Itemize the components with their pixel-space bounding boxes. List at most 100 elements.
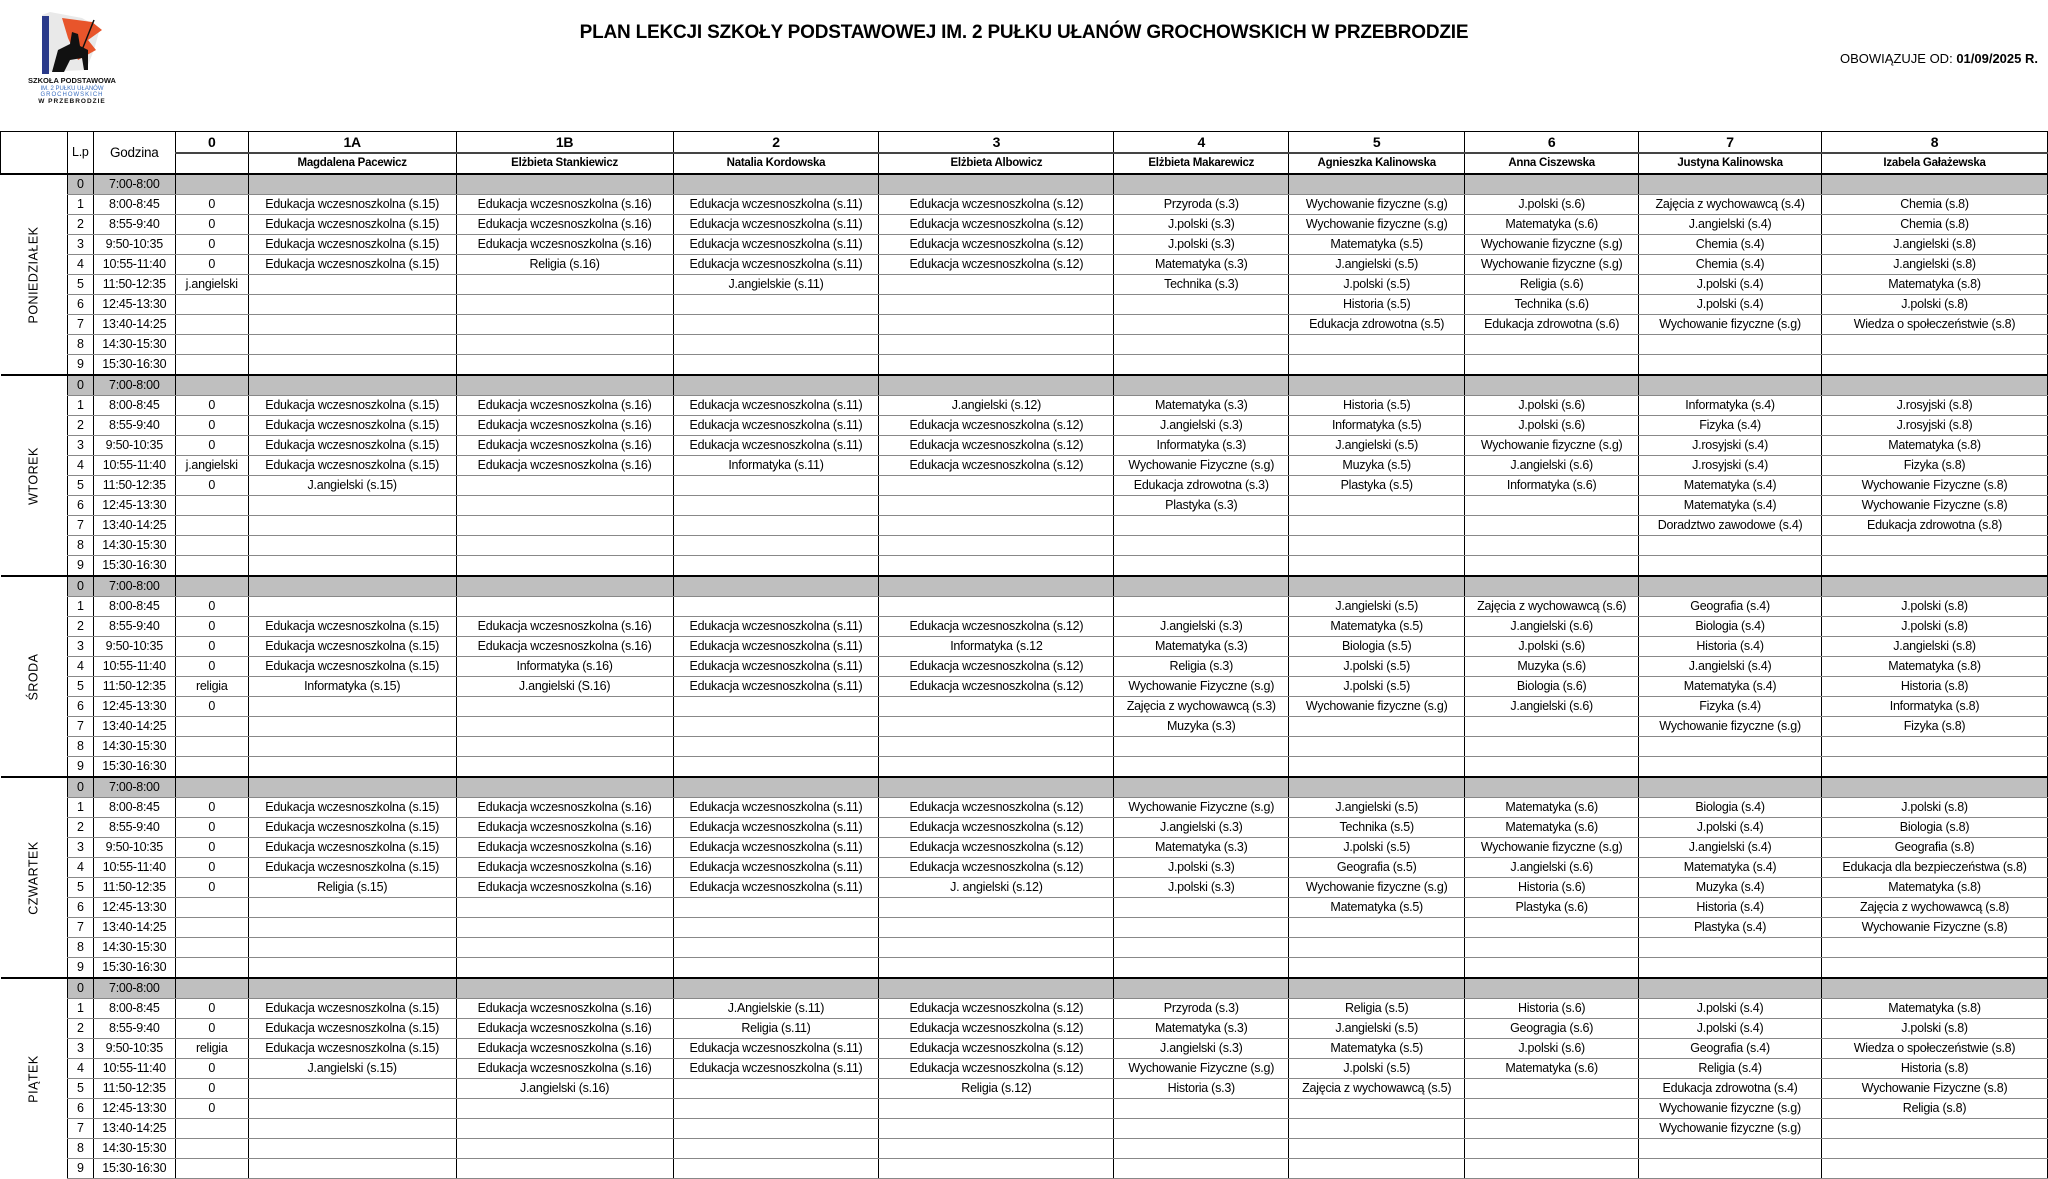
lesson-cell xyxy=(1821,1138,2048,1159)
lesson-cell: Religia (s.16) xyxy=(455,254,674,275)
table-row: 8 14:30-15:30 xyxy=(1,736,2048,757)
lesson-cell xyxy=(247,555,457,577)
lesson-cell xyxy=(455,596,674,617)
lesson-cell: J.angielski (s.6) xyxy=(1464,696,1640,717)
lesson-cell xyxy=(672,173,880,195)
lesson-cell xyxy=(247,736,457,757)
teacher-name xyxy=(174,152,249,175)
lesson-hour: 8:00-8:45 xyxy=(92,998,176,1019)
lesson-cell xyxy=(1464,495,1640,516)
lesson-cell xyxy=(1638,1158,1823,1179)
lesson-cell xyxy=(1113,756,1290,778)
svg-text:GROCHOWSKICH: GROCHOWSKICH xyxy=(41,92,104,98)
lesson-hour: 8:55-9:40 xyxy=(92,1018,176,1039)
lesson-hour: 7:00-8:00 xyxy=(92,374,176,396)
lesson-cell: Edukacja wczesnoszkolna (s.16) xyxy=(455,817,674,838)
lesson-hour: 12:45-13:30 xyxy=(92,495,176,516)
table-row: 9 15:30-16:30 xyxy=(1,957,2048,979)
class-header: 5 xyxy=(1288,131,1466,154)
lesson-cell: Edukacja wczesnoszkolna (s.12) xyxy=(878,1058,1115,1079)
lesson-number: 0 xyxy=(66,776,94,798)
lesson-cell: Matematyka (s.3) xyxy=(1113,254,1290,275)
table-row: ŚRODA 0 7:00-8:00 xyxy=(0,575,2048,777)
lesson-cell: Wychowanie fizyczne (s.g) xyxy=(1638,1098,1823,1119)
lesson-cell: Wychowanie Fizyczne (s.8) xyxy=(1821,475,2048,496)
lesson-cell: Edukacja wczesnoszkolna (s.16) xyxy=(455,435,674,456)
lesson-cell xyxy=(174,736,249,757)
lesson-cell xyxy=(672,957,880,979)
lesson-cell xyxy=(455,776,674,798)
lesson-cell: J.polski (s.8) xyxy=(1821,294,2048,315)
lesson-cell xyxy=(1464,736,1640,757)
lesson-cell: Matematyka (s.8) xyxy=(1821,998,2048,1019)
lesson-cell: Przyroda (s.3) xyxy=(1113,998,1290,1019)
lesson-hour: 14:30-15:30 xyxy=(92,937,176,958)
lesson-cell xyxy=(672,334,880,355)
lesson-cell xyxy=(1288,535,1466,556)
lesson-cell xyxy=(672,917,880,938)
lesson-cell xyxy=(878,756,1115,778)
table-row: 1 8:00-8:45 0 Edukacja wczesnoszkolna (s.15… xyxy=(1,998,2048,1019)
lesson-cell: j.angielski xyxy=(174,455,249,476)
lesson-cell: Edukacja zdrowotna (s.8) xyxy=(1821,515,2048,536)
lesson-cell: J.polski (s.8) xyxy=(1821,797,2048,818)
table-row: 2 8:55-9:40 0 Edukacja wczesnoszkolna (s.15… xyxy=(1,415,2048,436)
lesson-cell: Informatyka (s.5) xyxy=(1288,415,1466,436)
lesson-cell xyxy=(878,535,1115,556)
lesson-cell: Edukacja wczesnoszkolna (s.15) xyxy=(247,214,457,235)
lesson-number: 6 xyxy=(66,495,94,516)
lesson-number: 1 xyxy=(66,596,94,617)
valid-from-date: 01/09/2025 R. xyxy=(1956,51,2038,66)
lesson-cell xyxy=(1113,1158,1290,1179)
lesson-cell xyxy=(1638,756,1823,778)
lesson-cell xyxy=(247,334,457,355)
lesson-cell xyxy=(672,756,880,778)
day-label: ŚRODA xyxy=(0,575,68,777)
lesson-cell xyxy=(1464,575,1640,597)
lesson-cell xyxy=(1821,977,2048,999)
lesson-cell: J.angielski (s.6) xyxy=(1464,857,1640,878)
lesson-cell: 0 xyxy=(174,797,249,818)
lesson-number: 9 xyxy=(66,957,94,979)
teacher-name: Justyna Kalinowska xyxy=(1638,152,1823,175)
day-name: ŚRODA xyxy=(26,653,41,700)
lesson-cell xyxy=(1638,575,1823,597)
lesson-cell: J.angielski (s.3) xyxy=(1113,616,1290,637)
lesson-cell: J.angielski (s.12) xyxy=(878,395,1115,416)
lesson-cell: J. angielski (s.12) xyxy=(878,877,1115,898)
lesson-cell xyxy=(247,274,457,295)
lesson-cell: 0 xyxy=(174,415,249,436)
lesson-cell xyxy=(878,354,1115,376)
lesson-cell xyxy=(247,596,457,617)
lesson-cell: Edukacja wczesnoszkolna (s.12) xyxy=(878,214,1115,235)
lesson-cell: J.polski (s.5) xyxy=(1288,274,1466,295)
table-row: 3 9:50-10:35 religia Edukacja wczesnoszkoln… xyxy=(1,1038,2048,1059)
lesson-cell: J.polski (s.4) xyxy=(1638,274,1823,295)
lesson-cell xyxy=(878,334,1115,355)
lesson-cell: J.angielski (s.8) xyxy=(1821,254,2048,275)
lesson-cell xyxy=(1464,1138,1640,1159)
lesson-hour: 13:40-14:25 xyxy=(92,716,176,737)
lesson-cell: Edukacja wczesnoszkolna (s.15) xyxy=(247,234,457,255)
lesson-cell xyxy=(672,1158,880,1179)
table-row: 5 11:50-12:35 0 Religia (s.15) Edukacja wcze… xyxy=(1,877,2048,898)
lesson-cell xyxy=(1464,716,1640,737)
lesson-number: 9 xyxy=(66,1158,94,1179)
lesson-cell xyxy=(1464,173,1640,195)
lesson-cell: Biologia (s.6) xyxy=(1464,676,1640,697)
lesson-cell xyxy=(247,1158,457,1179)
lesson-cell: J.polski (s.5) xyxy=(1288,676,1466,697)
lesson-cell: 0 xyxy=(174,616,249,637)
lesson-cell: Religia (s.11) xyxy=(672,1018,880,1039)
lesson-cell: Edukacja wczesnoszkolna (s.11) xyxy=(672,415,880,436)
lesson-cell xyxy=(1288,917,1466,938)
lesson-cell: Matematyka (s.6) xyxy=(1464,1058,1640,1079)
lesson-cell: Zajęcia z wychowawcą (s.6) xyxy=(1464,596,1640,617)
table-row: 8 14:30-15:30 xyxy=(1,334,2048,355)
lesson-cell xyxy=(247,977,457,999)
lesson-cell: Matematyka (s.5) xyxy=(1288,1038,1466,1059)
lesson-cell xyxy=(878,555,1115,577)
lesson-cell xyxy=(1113,354,1290,376)
lesson-cell xyxy=(174,957,249,979)
lesson-cell xyxy=(247,776,457,798)
